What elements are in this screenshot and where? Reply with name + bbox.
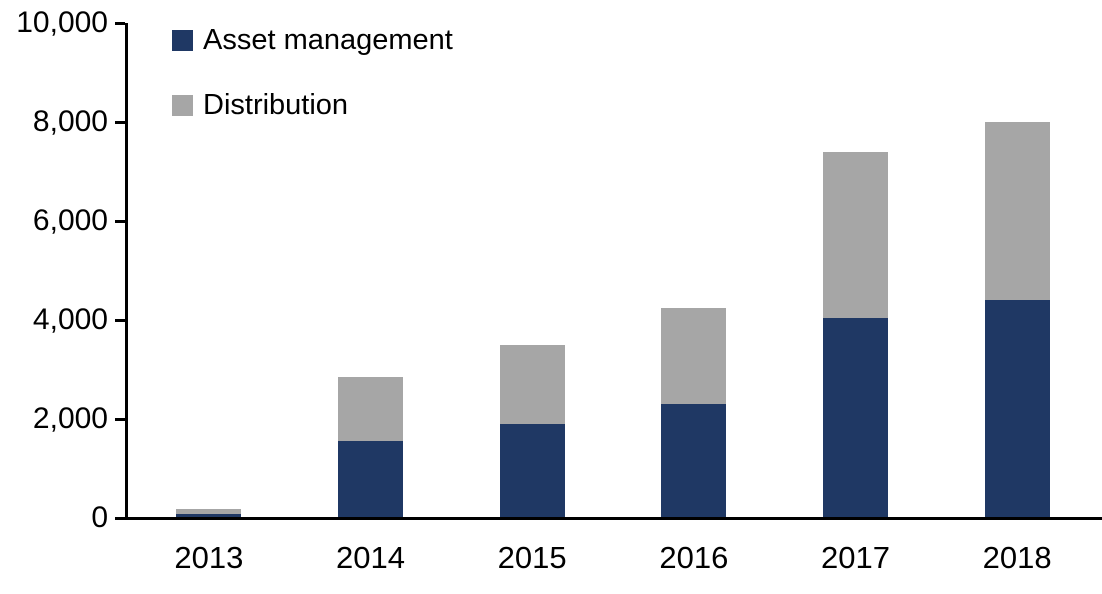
- y-tick-label: 2,000: [32, 402, 108, 435]
- bar-segment-2014: [338, 376, 403, 442]
- y-tick-mark: [115, 319, 125, 322]
- y-tick-label: 4,000: [32, 303, 108, 336]
- bar-segment-2016: [661, 307, 727, 405]
- bar-segment-2014: [338, 441, 403, 518]
- y-axis-line: [125, 23, 128, 520]
- y-tick-label: 10,000: [16, 6, 108, 39]
- y-tick-mark: [115, 517, 125, 520]
- bar-segment-2015: [499, 344, 565, 424]
- bar-segment-2013: [176, 509, 242, 515]
- y-tick-mark: [115, 418, 125, 421]
- x-tick-label: 2016: [659, 540, 729, 575]
- x-tick-label: 2015: [497, 540, 567, 575]
- legend-swatch-asset-management: [172, 29, 193, 51]
- y-tick-mark: [115, 220, 125, 223]
- legend-label-asset-management: Asset management: [203, 24, 453, 56]
- y-tick-mark: [115, 22, 125, 25]
- y-tick-label: 0: [91, 501, 108, 534]
- y-tick-label: 6,000: [32, 204, 108, 237]
- legend: Asset management Distribution: [172, 24, 453, 154]
- x-tick-label: 2014: [336, 540, 405, 575]
- x-tick-label: 2018: [982, 540, 1052, 575]
- bar-segment-2018: [984, 300, 1050, 518]
- legend-item-asset-management: Asset management: [172, 24, 453, 56]
- bar-segment-2018: [984, 122, 1050, 301]
- legend-swatch-distribution: [172, 94, 193, 116]
- x-axis-line: [125, 517, 1102, 520]
- legend-item-distribution: Distribution: [172, 89, 453, 121]
- y-tick-label: 8,000: [32, 105, 108, 138]
- bar-segment-2017: [823, 151, 888, 318]
- bar-segment-2016: [661, 404, 727, 518]
- y-tick-mark: [115, 121, 125, 124]
- x-tick-label: 2013: [174, 540, 244, 575]
- x-tick-label: 2017: [821, 540, 890, 575]
- bar-segment-2015: [499, 423, 565, 518]
- bar-segment-2017: [823, 317, 888, 518]
- legend-label-distribution: Distribution: [203, 89, 349, 121]
- bar-segment-2013: [176, 514, 242, 518]
